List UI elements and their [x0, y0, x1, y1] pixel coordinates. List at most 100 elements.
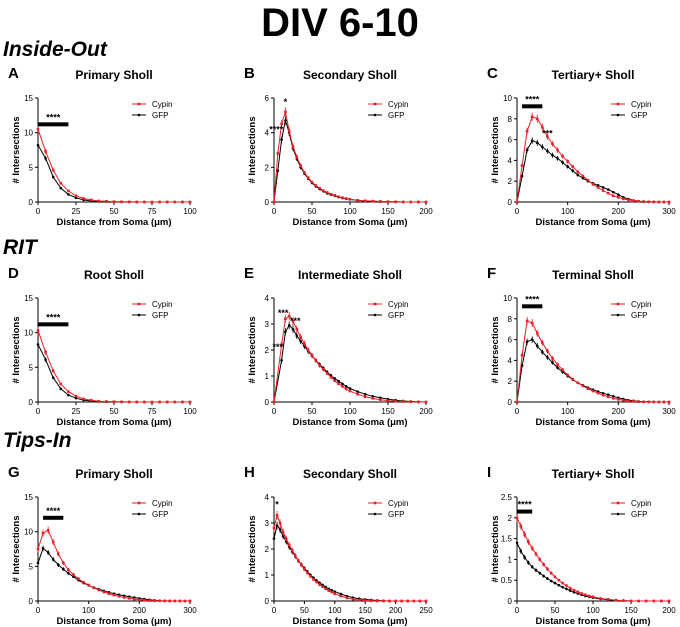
panel-i: I Tertiary+ Sholl 0 0.5 1 1.5 2 2.5 0 50 100 150 200…	[487, 464, 676, 627]
data-point-cypin	[173, 599, 177, 603]
data-point-cypin	[272, 200, 276, 204]
panel-title: Primary Sholl	[75, 68, 152, 82]
data-point-cypin	[542, 563, 545, 566]
data-point-cypin	[120, 400, 123, 404]
y-axis-label: # Intersections	[11, 116, 22, 183]
x-tick-label: 300	[183, 606, 197, 615]
data-point-cypin	[120, 200, 123, 204]
data-point-cypin	[667, 599, 671, 603]
data-point-cypin	[599, 597, 602, 600]
data-point-gfp	[535, 344, 539, 348]
data-point-cypin	[394, 200, 397, 204]
legend-label-gfp: GFP	[631, 510, 647, 519]
data-point-cypin	[107, 592, 111, 596]
legend-marker-gfp	[616, 313, 620, 317]
data-point-cypin	[325, 372, 329, 375]
data-point-cypin	[667, 400, 671, 404]
y-tick-label: 6	[265, 94, 270, 103]
legend-marker-cypin	[616, 302, 620, 306]
y-tick-label: 15	[24, 294, 33, 303]
data-point-gfp	[568, 589, 572, 592]
data-point-cypin	[515, 516, 519, 520]
legend-label-gfp: GFP	[631, 111, 647, 120]
data-point-gfp	[276, 169, 280, 173]
y-tick-label: 0	[265, 398, 270, 407]
data-point-cypin	[318, 364, 321, 367]
data-point-cypin	[281, 530, 285, 534]
data-point-cypin	[117, 594, 121, 598]
data-point-gfp	[565, 587, 568, 591]
data-point-cypin	[386, 399, 390, 402]
data-point-gfp	[561, 585, 564, 589]
data-point-cypin	[417, 400, 420, 404]
data-point-cypin	[530, 321, 534, 325]
legend-label-gfp: GFP	[152, 111, 168, 120]
data-point-cypin	[581, 384, 585, 388]
data-point-cypin	[596, 186, 600, 189]
x-tick-label: 100	[183, 407, 197, 416]
x-tick-label: 50	[308, 207, 317, 216]
data-point-cypin	[657, 200, 661, 204]
data-point-cypin	[627, 198, 630, 202]
data-point-gfp	[272, 537, 276, 540]
significance-bar	[38, 322, 69, 327]
data-point-cypin	[324, 587, 327, 591]
data-point-cypin	[188, 200, 192, 204]
legend-label-gfp: GFP	[152, 510, 168, 519]
data-point-cypin	[82, 580, 85, 584]
legend-marker-gfp	[373, 313, 377, 317]
panel-letter: E	[244, 265, 254, 282]
panel-title: Intermediate Sholl	[298, 268, 402, 282]
y-axis-label: # Intersections	[11, 316, 22, 383]
data-point-cypin	[611, 194, 615, 198]
data-point-gfp	[46, 551, 50, 554]
data-point-cypin	[660, 599, 663, 603]
legend-marker-cypin	[137, 102, 141, 106]
data-point-cypin	[546, 349, 549, 353]
legend-label-gfp: GFP	[631, 311, 647, 320]
x-tick-label: 200	[419, 407, 433, 416]
data-point-cypin	[371, 199, 375, 203]
x-tick-label: 100	[561, 407, 575, 416]
y-tick-label: 1	[265, 571, 270, 580]
x-axis-label: Distance from Soma (μm)	[535, 616, 650, 627]
y-tick-label: 0	[265, 198, 270, 207]
data-point-cypin	[165, 200, 169, 204]
legend-marker-gfp	[137, 113, 141, 117]
x-tick-label: 0	[36, 207, 41, 216]
legend-label-gfp: GFP	[388, 111, 404, 120]
y-tick-label: 15	[24, 493, 33, 502]
legend-marker-cypin	[137, 302, 141, 306]
series-line-gfp	[37, 344, 190, 403]
data-point-cypin	[424, 599, 428, 603]
y-tick-label: 2	[508, 514, 513, 523]
significance-label: ****	[525, 94, 540, 104]
data-point-cypin	[105, 400, 108, 403]
y-tick-label: 0	[29, 198, 34, 207]
data-point-cypin	[143, 400, 146, 404]
data-point-cypin	[394, 599, 397, 603]
data-point-cypin	[59, 382, 63, 386]
data-point-cypin	[297, 559, 300, 562]
data-point-cypin	[333, 379, 337, 382]
data-point-cypin	[587, 594, 591, 598]
data-point-cypin	[299, 335, 302, 339]
x-axis-label: Distance from Soma (μm)	[535, 217, 650, 228]
data-point-cypin	[158, 400, 161, 404]
data-point-cypin	[168, 599, 172, 603]
data-point-cypin	[584, 593, 587, 597]
data-point-gfp	[541, 350, 544, 354]
data-point-gfp	[525, 148, 529, 152]
data-point-cypin	[553, 575, 557, 579]
y-tick-label: 0	[508, 597, 513, 606]
panel-letter: B	[244, 65, 255, 82]
data-point-gfp	[295, 334, 299, 338]
data-point-cypin	[565, 584, 568, 587]
data-point-cypin	[329, 192, 333, 196]
data-point-cypin	[424, 400, 428, 404]
data-point-gfp	[363, 392, 367, 396]
x-tick-label: 0	[515, 207, 520, 216]
legend-marker-cypin	[373, 102, 377, 106]
data-point-cypin	[535, 117, 539, 121]
data-point-cypin	[627, 399, 630, 403]
